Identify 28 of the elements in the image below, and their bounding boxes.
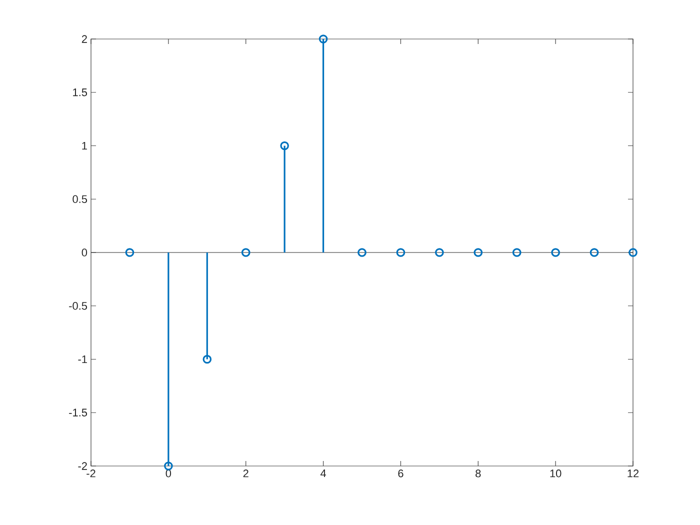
y-tick-label: -1.5 bbox=[69, 408, 88, 416]
x-tick-label: 12 bbox=[628, 470, 639, 478]
point bbox=[435, 248, 444, 257]
y-tick-label: 0 bbox=[82, 248, 88, 256]
y-tick-label: -0.5 bbox=[69, 302, 88, 310]
point bbox=[512, 248, 522, 257]
point bbox=[551, 248, 560, 257]
point bbox=[590, 248, 599, 257]
y-tick-label: 2 bbox=[82, 35, 87, 43]
point bbox=[474, 248, 483, 257]
y-tick-label: 0.5 bbox=[72, 195, 88, 204]
point bbox=[241, 248, 250, 257]
x-tick-label: -2 bbox=[86, 470, 96, 478]
y-tick-label: 1 bbox=[82, 142, 87, 150]
point bbox=[396, 248, 406, 257]
x-tick-label: 6 bbox=[398, 470, 404, 478]
point bbox=[164, 462, 173, 470]
point bbox=[280, 141, 289, 150]
point bbox=[202, 354, 212, 364]
y-tick-label: 1.5 bbox=[73, 88, 88, 96]
x-tick-label: 2 bbox=[243, 470, 248, 478]
point bbox=[358, 248, 366, 257]
x-tick-label: 10 bbox=[550, 470, 562, 478]
y-tick-label: -1 bbox=[78, 355, 87, 364]
x-tick-label: 4 bbox=[320, 470, 326, 478]
point bbox=[318, 34, 328, 44]
x-tick-label: 8 bbox=[476, 470, 481, 478]
y-tick-label: -2 bbox=[78, 462, 87, 470]
